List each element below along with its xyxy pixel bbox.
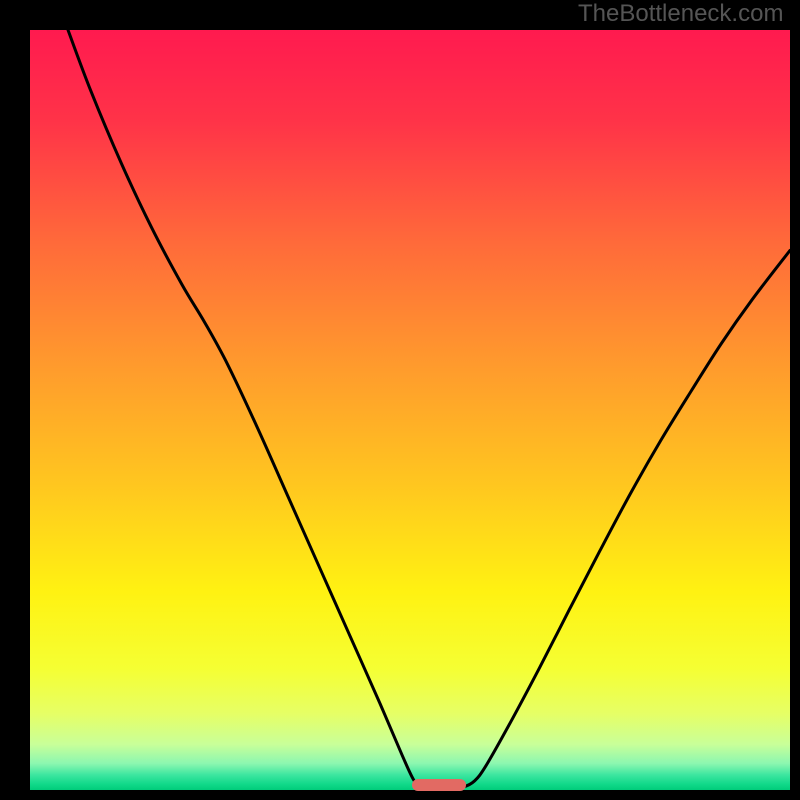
- bottleneck-curve: [68, 30, 790, 788]
- bottleneck-curve-svg: [30, 30, 790, 790]
- watermark-text: TheBottleneck.com: [578, 0, 783, 28]
- plot-area: [30, 30, 790, 790]
- stage: TheBottleneck.com: [0, 0, 800, 800]
- optimal-range-marker: [412, 779, 466, 791]
